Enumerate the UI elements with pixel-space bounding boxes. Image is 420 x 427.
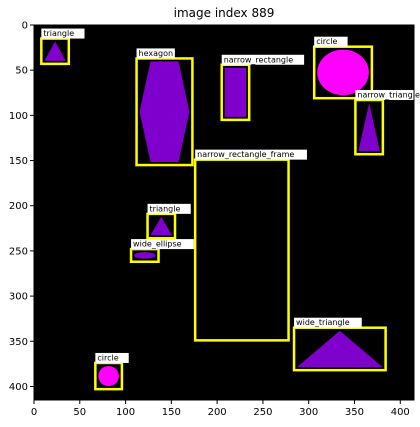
- y-tick-label: 200: [9, 201, 28, 212]
- object-9: circle: [94, 352, 129, 391]
- x-tick-label: 250: [253, 407, 272, 418]
- label-background: [314, 36, 348, 47]
- label-background: [131, 239, 194, 250]
- chart-title: image index 889: [174, 6, 275, 20]
- x-tick-label: 300: [299, 407, 318, 418]
- bounding-box: [40, 37, 71, 66]
- shape-triangle: [358, 103, 380, 152]
- y-tick-label: 100: [9, 111, 28, 122]
- x-tick-label: 350: [345, 407, 364, 418]
- y-tick-label: 300: [9, 292, 28, 303]
- shape-circle: [98, 365, 119, 387]
- y-tick-label: 350: [9, 337, 28, 348]
- object-label: circle: [97, 353, 118, 362]
- object-label: hexagon: [139, 49, 174, 58]
- object-5: narrow_rectangle_frame: [193, 149, 307, 342]
- x-tick-label: 200: [208, 407, 227, 418]
- object-4: narrow_triangle: [354, 90, 420, 156]
- shape-circle: [317, 49, 369, 96]
- x-tick-label: 400: [391, 407, 410, 418]
- object-7: wide_ellipse: [129, 239, 194, 263]
- x-tick-label: 50: [73, 407, 86, 418]
- object-8: wide_triangle: [292, 317, 387, 372]
- plot-frame: [33, 24, 415, 401]
- label-background: [95, 352, 129, 363]
- x-tick-label: 100: [116, 407, 135, 418]
- object-1: hexagon: [135, 48, 194, 167]
- object-0: triangle: [40, 28, 85, 66]
- y-tick-label: 150: [9, 156, 28, 167]
- shape-hexagon: [139, 61, 190, 163]
- shape-triangle: [44, 41, 66, 61]
- label-background: [136, 48, 175, 59]
- object-label: narrow_triangle: [357, 91, 420, 100]
- object-label: narrow_rectangle_frame: [197, 150, 294, 159]
- label-background: [294, 317, 362, 328]
- object-label: wide_ellipse: [133, 240, 182, 249]
- label-background: [41, 28, 85, 39]
- object-2: narrow_rectangle: [220, 54, 305, 122]
- shape-rectangle: [224, 67, 247, 117]
- y-tick-label: 50: [15, 66, 28, 77]
- object-label: circle: [316, 37, 337, 46]
- y-tick-label: 400: [9, 382, 28, 393]
- label-background: [147, 203, 191, 214]
- object-3: circle: [312, 36, 374, 100]
- y-tick-label: 250: [9, 246, 28, 257]
- object-label: triangle: [43, 29, 74, 38]
- object-label: narrow_rectangle: [224, 55, 294, 64]
- x-tick-label: 0: [31, 407, 37, 418]
- object-label: wide_triangle: [296, 318, 350, 327]
- shape-triangle: [297, 330, 383, 368]
- label-background: [195, 149, 307, 160]
- x-tick-label: 150: [162, 407, 181, 418]
- shape-ellipse: [134, 252, 156, 259]
- label-background: [221, 54, 305, 65]
- axes-layer: 0 50 100 150 200 250 300 350 400 0 50 100 150 200 250 3…: [9, 21, 415, 418]
- objects-layer: trianglehexagonnarrow_rectanglecirclenar…: [40, 28, 420, 391]
- object-6: triangle: [146, 203, 191, 240]
- y-tick-label: 0: [22, 21, 28, 32]
- object-label: triangle: [150, 204, 181, 213]
- shape-triangle: [150, 216, 173, 236]
- label-background: [355, 90, 420, 100]
